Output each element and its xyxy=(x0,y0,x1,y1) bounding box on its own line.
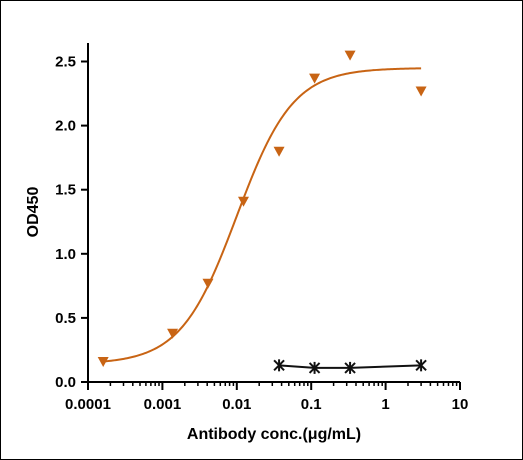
data-point-series-1 xyxy=(415,86,427,97)
connector-line-series-2 xyxy=(278,364,422,369)
data-point-series-1 xyxy=(273,146,285,157)
data-point-series-1 xyxy=(237,196,249,207)
data-point-series-2 xyxy=(308,361,321,374)
data-markers xyxy=(97,50,427,374)
data-point-series-1 xyxy=(167,328,179,339)
fit-curve-series-1 xyxy=(103,67,422,363)
series-lines xyxy=(278,364,422,369)
y-tick-label: 1.0 xyxy=(55,246,76,263)
x-tick-label: 0.0001 xyxy=(65,396,111,413)
y-axis-title: OD450 xyxy=(25,187,42,238)
fit-curves xyxy=(103,67,422,363)
x-axis-title: Antibody conc.(μg/mL) xyxy=(187,426,361,443)
y-tick-label: 0.0 xyxy=(55,374,76,391)
y-tick-label: 1.5 xyxy=(55,182,76,199)
x-tick-label: 10 xyxy=(452,396,469,413)
x-tick-label: 0.01 xyxy=(222,396,251,413)
y-tick-label: 2.5 xyxy=(55,54,76,71)
axes xyxy=(87,43,460,383)
x-tick-label: 0.001 xyxy=(144,396,182,413)
data-point-series-1 xyxy=(344,50,356,61)
x-tick-label: 0.1 xyxy=(301,396,322,413)
data-point-series-1 xyxy=(309,73,321,84)
data-point-series-2 xyxy=(415,359,427,372)
data-point-series-1 xyxy=(202,278,214,289)
y-tick-label: 2.0 xyxy=(55,118,76,135)
y-ticks: 0.0 0.5 1.0 1.5 2.0 2.5 xyxy=(55,54,88,391)
y-tick-label: 0.5 xyxy=(55,310,76,327)
x-tick-label: 1 xyxy=(381,396,389,413)
x-ticks: 0.0001 0.001 0.01 0.1 1 10 xyxy=(65,382,468,413)
data-point-series-2 xyxy=(273,359,285,372)
data-point-series-2 xyxy=(344,361,356,374)
data-point-series-1 xyxy=(97,356,109,367)
